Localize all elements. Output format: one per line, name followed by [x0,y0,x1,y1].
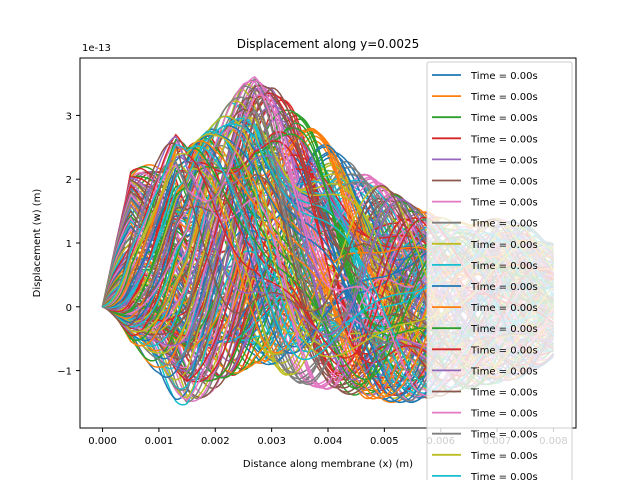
y-tick-label: 2 [66,175,72,186]
legend-item-label: Time = 0.00s [470,134,538,145]
legend-item-label: Time = 0.00s [470,155,538,166]
legend-item-label: Time = 0.00s [470,113,538,124]
legend: Time = 0.00s Time = 0.00s Time = 0.00s Time… [426,61,573,480]
y-offset-text: 1e-13 [82,43,111,54]
legend-item-label: Time = 0.00s [470,240,538,251]
x-tick-label: 0.003 [257,436,286,447]
legend-item-label: Time = 0.00s [470,198,538,209]
legend-item-label: Time = 0.00s [470,219,538,230]
y-tick-label: −1 [57,367,72,378]
x-tick-label: 0.004 [314,436,343,447]
legend-item-label: Time = 0.00s [470,282,538,293]
legend-item-label: Time = 0.00s [470,177,538,188]
x-tick-label: 0.002 [201,436,230,447]
legend-item-label: Time = 0.00s [470,261,538,272]
legend-item-label: Time = 0.00s [470,324,538,335]
legend-item-label: Time = 0.00s [470,366,538,377]
legend-item-label: Time = 0.00s [470,303,538,314]
legend-item-label: Time = 0.00s [470,345,538,356]
legend-item-label: Time = 0.00s [470,388,538,399]
legend-item-label: Time = 0.00s [470,472,538,480]
legend-item-label: Time = 0.00s [470,71,538,82]
y-tick-label: 0 [66,303,72,314]
y-tick-label: 3 [66,111,72,122]
x-tick-label: 0.000 [88,436,117,447]
y-axis-label: Displacement (w) (m) [32,189,43,298]
legend-item-label: Time = 0.00s [470,430,538,441]
x-tick-label: 0.001 [145,436,174,447]
legend-item-label: Time = 0.00s [470,92,538,103]
y-tick-label: 1 [66,239,72,250]
x-axis-label: Distance along membrane (x) (m) [243,459,413,470]
chart-title: Displacement along y=0.0025 [237,37,420,51]
x-tick-label: 0.005 [370,436,399,447]
y-axis: −1 0 1 2 3 [57,111,80,378]
legend-item-label: Time = 0.00s [470,451,538,462]
legend-item-label: Time = 0.00s [470,409,538,420]
legend-box [426,61,573,480]
